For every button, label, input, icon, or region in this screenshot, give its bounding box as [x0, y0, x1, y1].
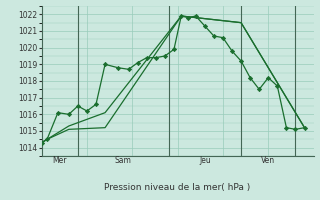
Text: Pression niveau de la mer( hPa ): Pression niveau de la mer( hPa ) [104, 183, 251, 192]
Text: Jeu: Jeu [199, 156, 211, 165]
Text: Sam: Sam [115, 156, 132, 165]
Text: Mer: Mer [52, 156, 67, 165]
Text: Ven: Ven [261, 156, 275, 165]
